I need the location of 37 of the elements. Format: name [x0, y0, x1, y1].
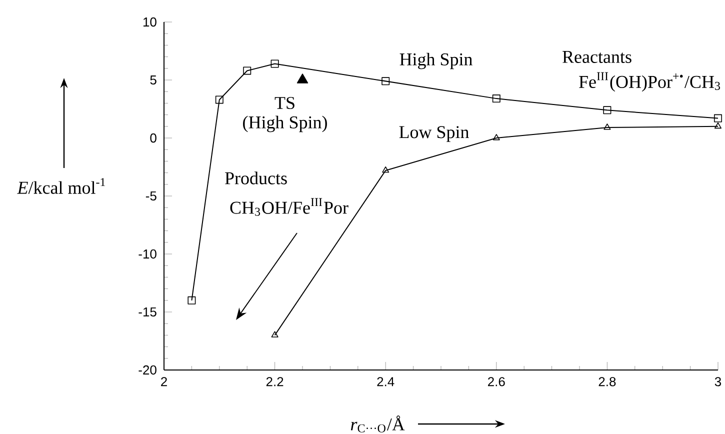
point — [604, 124, 611, 130]
y-axis-title: E/kcal mol$^{-1}$ — [17, 178, 106, 194]
x-tick-label: 2.2 — [266, 377, 284, 386]
x-axis-title: r$_{C···O}$/Å — [350, 416, 405, 432]
point — [382, 77, 390, 86]
point — [296, 74, 308, 84]
annotation: Fe$^{III}$(OH)Por$^{+•}$/CH$_{3}$ — [579, 72, 720, 92]
series-label: Low Spin — [399, 126, 469, 142]
y-tick-label: -15 — [138, 307, 156, 317]
point — [215, 96, 224, 104]
point — [492, 94, 500, 103]
y-tick-label: -5 — [146, 191, 156, 201]
series-label: High Spin — [400, 52, 472, 70]
x-tick-label: 2 — [161, 377, 167, 386]
x-tick-label: 3 — [714, 377, 722, 386]
y-tick-label: 10 — [143, 17, 156, 27]
y-tick-label: 5 — [150, 75, 156, 85]
y-tick-label: -10 — [138, 249, 156, 259]
point — [714, 122, 722, 129]
annotation: Reactants — [562, 51, 632, 63]
x-tick-label: 2.8 — [598, 377, 616, 386]
y-tick-label: -20 — [138, 365, 156, 375]
y-tick-label: 0 — [150, 133, 156, 143]
point — [714, 114, 722, 122]
x-tick-label: 2.4 — [377, 377, 394, 386]
point — [243, 66, 252, 75]
point — [603, 106, 612, 114]
point — [270, 60, 279, 68]
annotation: (High Spin) — [243, 116, 327, 132]
annotation: TS — [274, 96, 294, 110]
x-tick-label: 2.6 — [488, 377, 505, 386]
point — [271, 331, 278, 338]
annotation: CH$_{3}$OH/Fe$^{III}$Por — [230, 198, 348, 216]
annotation: Products — [225, 172, 287, 184]
point — [188, 296, 196, 304]
point — [492, 134, 500, 140]
point — [382, 166, 390, 173]
